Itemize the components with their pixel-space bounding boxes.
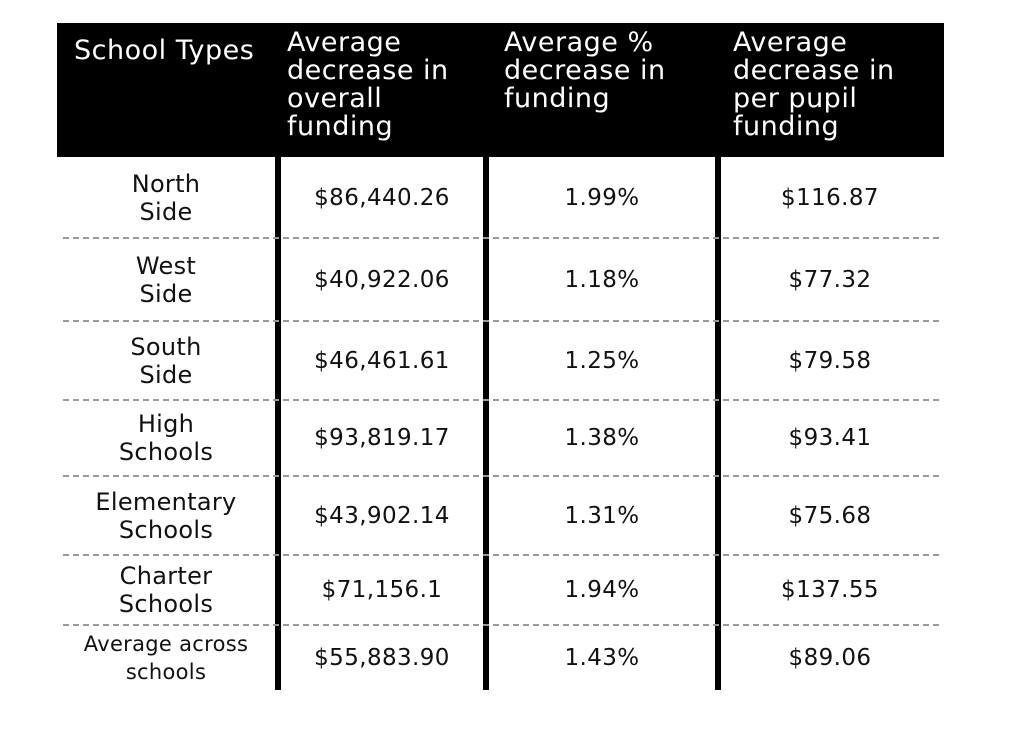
- per-pupil-decrease-cell: $79.58: [788, 347, 872, 374]
- header-percent-decrease: Average % decrease in funding: [504, 27, 666, 114]
- school-type-cell: Charter Schools: [118, 562, 214, 618]
- per-pupil-decrease-cell: $77.32: [788, 266, 872, 293]
- percent-decrease-cell: 1.99%: [564, 184, 640, 211]
- overall-decrease-cell: $71,156.1: [321, 577, 443, 603]
- row-separator: [63, 554, 939, 556]
- table-row: South Side $46,461.61 1.25% $79.58: [57, 321, 944, 400]
- overall-decrease-cell: $43,902.14: [314, 502, 450, 529]
- table-row: West Side $40,922.06 1.18% $77.32: [57, 238, 944, 321]
- per-pupil-decrease-cell: $93.41: [788, 425, 872, 451]
- column-divider-3: [715, 157, 721, 690]
- table-row: Charter Schools $71,156.1 1.94% $137.55: [57, 555, 944, 625]
- per-pupil-decrease-cell: $116.87: [781, 184, 879, 211]
- overall-decrease-cell: $86,440.26: [314, 184, 450, 211]
- school-type-cell: Average across schools: [83, 631, 249, 684]
- table-row: North Side $86,440.26 1.99% $116.87: [57, 157, 944, 238]
- row-separator: [63, 320, 939, 322]
- per-pupil-decrease-cell: $75.68: [788, 502, 872, 529]
- per-pupil-decrease-cell: $137.55: [781, 577, 879, 603]
- header-school-types: School Types: [74, 35, 255, 66]
- overall-decrease-cell: $93,819.17: [314, 425, 450, 451]
- table-header: School Types Average decrease in overall…: [57, 23, 944, 157]
- header-overall-decrease: Average decrease in overall funding: [287, 27, 449, 142]
- row-separator: [63, 399, 939, 401]
- per-pupil-decrease-cell: $89.06: [788, 644, 872, 671]
- school-type-cell: South Side: [130, 332, 202, 389]
- school-type-cell: High Schools: [118, 410, 214, 466]
- overall-decrease-cell: $55,883.90: [314, 644, 450, 671]
- column-divider-2: [483, 157, 489, 690]
- row-separator: [63, 237, 939, 239]
- school-type-cell: West Side: [135, 251, 197, 308]
- table-row: High Schools $93,819.17 1.38% $93.41: [57, 400, 944, 476]
- overall-decrease-cell: $40,922.06: [314, 266, 450, 293]
- school-type-cell: Elementary Schools: [95, 487, 237, 544]
- overall-decrease-cell: $46,461.61: [314, 347, 450, 374]
- percent-decrease-cell: 1.43%: [564, 644, 640, 671]
- percent-decrease-cell: 1.94%: [564, 577, 640, 603]
- percent-decrease-cell: 1.18%: [564, 266, 640, 293]
- percent-decrease-cell: 1.38%: [564, 425, 640, 451]
- column-divider-1: [275, 157, 281, 690]
- funding-table: School Types Average decrease in overall…: [57, 23, 944, 690]
- row-separator: [63, 475, 939, 477]
- school-type-cell: North Side: [131, 169, 201, 226]
- percent-decrease-cell: 1.31%: [564, 502, 640, 529]
- percent-decrease-cell: 1.25%: [564, 347, 640, 374]
- table-row: Average across schools $55,883.90 1.43% $89.…: [57, 625, 944, 690]
- table-row: Elementary Schools $43,902.14 1.31% $75.68: [57, 476, 944, 555]
- row-separator: [63, 624, 939, 626]
- header-per-pupil-decrease: Average decrease in per pupil funding: [733, 27, 895, 142]
